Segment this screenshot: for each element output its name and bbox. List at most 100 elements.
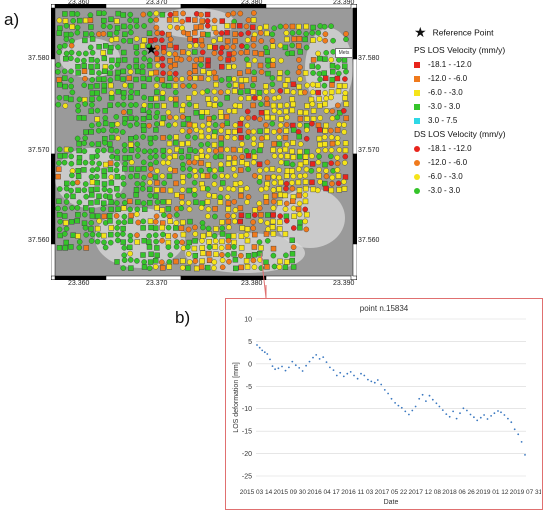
ps-point: [245, 153, 252, 159]
ds-point: [283, 185, 289, 192]
ds-point: [128, 173, 134, 180]
data-point: [473, 416, 475, 419]
ds-point: [218, 30, 225, 36]
ps-point: [173, 258, 179, 265]
ds-point: [211, 173, 218, 180]
ds-point: [243, 231, 250, 238]
ps-point: [152, 225, 159, 231]
ds-point: [115, 44, 121, 51]
data-point: [370, 380, 373, 383]
ds-point: [63, 36, 70, 43]
ds-point: [217, 101, 224, 108]
ds-point: [68, 55, 74, 62]
ds-point: [159, 55, 166, 62]
ps-point: [68, 244, 74, 250]
ps-point: [166, 31, 172, 38]
ps-point: [160, 265, 166, 271]
ds-point: [219, 251, 225, 258]
ds-point: [238, 31, 244, 38]
ps-point: [225, 206, 232, 212]
ps-point: [173, 101, 179, 108]
data-point: [438, 405, 441, 408]
ds-point: [147, 154, 154, 161]
ps-point: [126, 75, 133, 81]
ps-point: [256, 89, 263, 96]
legend-ps-item: -3.0 - 3.0: [414, 102, 460, 111]
ds-point: [56, 17, 63, 24]
ps-point: [237, 167, 244, 173]
ps-point: [213, 81, 219, 88]
ds-point: [328, 147, 335, 153]
ps-point: [141, 264, 148, 270]
ps-point: [75, 211, 81, 218]
ps-point: [251, 153, 258, 160]
ds-point: [263, 88, 269, 95]
y-tick-label: -10: [242, 406, 252, 413]
ps-point: [244, 49, 250, 55]
ps-point: [56, 30, 62, 36]
ds-point: [269, 37, 276, 44]
ps-point: [304, 116, 310, 122]
ps-point: [342, 147, 349, 154]
ds-point: [55, 62, 61, 68]
ps-point: [322, 141, 328, 147]
ps-point: [128, 135, 134, 142]
ps-point: [88, 129, 94, 135]
ds-point: [172, 232, 178, 239]
ds-point: [179, 199, 185, 206]
ps-point: [250, 17, 257, 23]
data-point: [315, 354, 318, 356]
circle-marker-icon: [414, 173, 420, 180]
panel-b-label: b): [175, 308, 191, 327]
ds-point: [244, 37, 251, 43]
ds-point: [82, 75, 88, 82]
ds-point: [315, 159, 322, 166]
ds-point: [121, 147, 128, 154]
ds-point: [231, 63, 237, 70]
ps-point: [329, 63, 336, 69]
ps-point: [302, 159, 309, 166]
ds-point: [302, 192, 309, 198]
ds-point: [231, 218, 238, 225]
legend-ps-label: -18.1 - -12.0: [428, 60, 472, 69]
data-point: [266, 353, 269, 355]
ps-point: [178, 193, 185, 200]
ps-point: [83, 205, 89, 211]
ps-point: [148, 251, 154, 257]
graticule-bar: [105, 275, 182, 280]
ps-point: [153, 127, 159, 133]
ps-point: [282, 134, 289, 141]
ds-point: [154, 121, 160, 127]
ps-point: [56, 166, 62, 172]
ps-point: [336, 83, 343, 89]
x-tick-label: 2018 06 26: [442, 489, 475, 496]
ds-point: [205, 225, 212, 232]
ps-point: [179, 258, 186, 264]
ps-point: [61, 213, 68, 219]
ps-point: [297, 49, 304, 55]
ds-point: [263, 166, 270, 173]
ds-point: [89, 49, 96, 56]
ds-point: [120, 231, 126, 237]
ds-point: [191, 179, 198, 186]
x-tick-label: 2015 03 14: [240, 489, 273, 496]
ds-point: [152, 135, 159, 141]
ps-point: [167, 218, 174, 225]
ds-point: [180, 166, 186, 172]
legend-ps-item: -18.1 - -12.0: [414, 60, 472, 69]
ps-point: [238, 187, 244, 193]
ps-point: [159, 11, 166, 18]
ps-point: [297, 219, 303, 226]
ps-point: [335, 88, 342, 95]
ps-point: [258, 142, 264, 148]
ps-point: [107, 49, 113, 55]
ps-point: [243, 258, 250, 264]
ps-point: [75, 70, 81, 76]
ds-point: [89, 77, 96, 83]
ps-point: [270, 43, 276, 49]
ds-point: [134, 121, 140, 127]
ps-point: [62, 153, 68, 159]
ps-point: [206, 101, 213, 107]
ds-point: [141, 94, 147, 101]
ds-point: [179, 239, 185, 246]
